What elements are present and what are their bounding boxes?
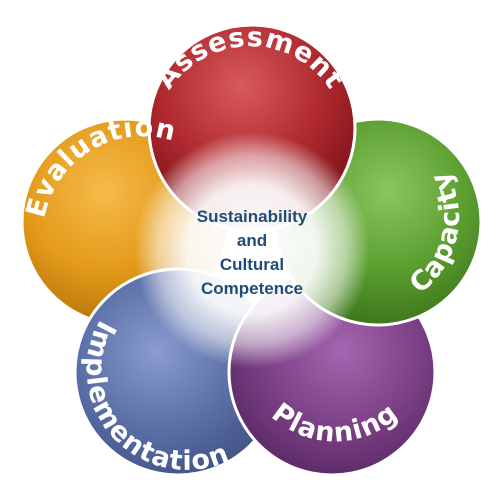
center-line-1: Sustainability [197, 207, 308, 226]
center-glow [134, 132, 370, 368]
center-line-2: and [237, 231, 267, 250]
center-line-3: Cultural [220, 255, 284, 274]
center-title: Sustainability and Cultural Competence [197, 207, 308, 298]
center-line-4: Competence [201, 279, 303, 298]
